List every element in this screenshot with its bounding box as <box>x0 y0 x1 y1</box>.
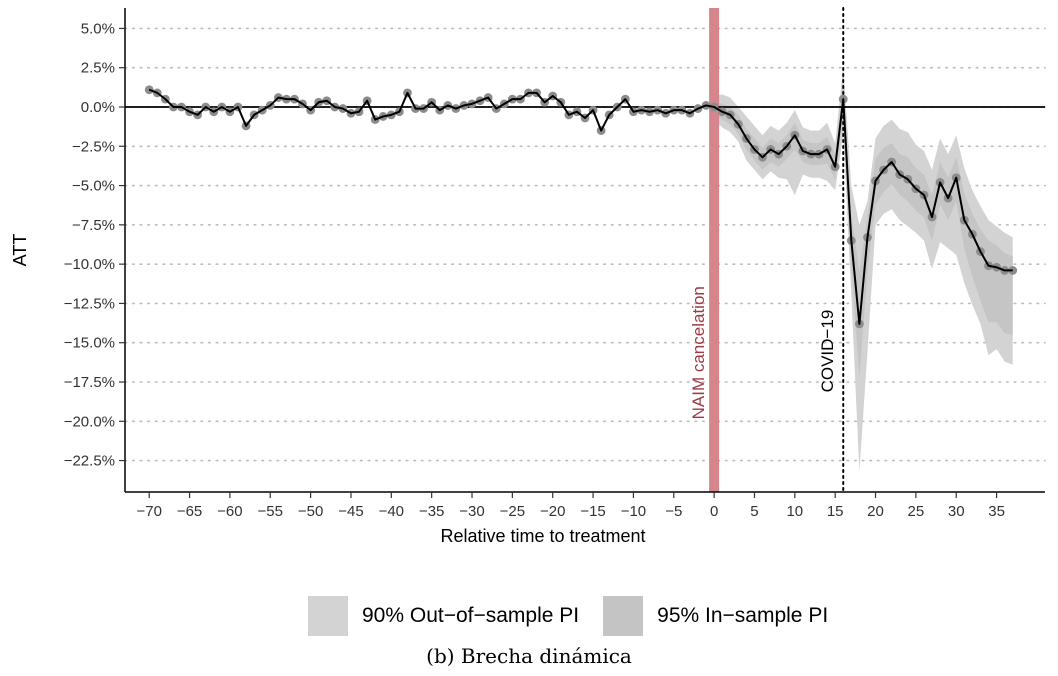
x-tick-label: −45 <box>338 503 363 520</box>
x-axis-title: Relative time to treatment <box>440 526 645 546</box>
figure-caption: (b) Brecha dinámica <box>426 644 632 668</box>
att-line <box>148 88 1013 325</box>
x-tick-label: −30 <box>459 503 484 520</box>
x-tick-label: −15 <box>580 503 605 520</box>
naim-cancelation-band <box>709 8 720 492</box>
legend-swatch-out-of-sample <box>308 596 348 636</box>
axes: 5.0% 2.5% 0.0% −2.5% −5.0% −7.5% −10.0% −12.5% −… <box>10 8 1045 546</box>
x-tick-label: −25 <box>500 503 525 520</box>
legend-label-out-of-sample: 90% Out−of−sample PI <box>362 604 580 627</box>
x-tick-label: 20 <box>867 503 884 520</box>
legend-label-in-sample: 95% In−sample PI <box>657 604 829 627</box>
x-tick-label: 5 <box>750 503 758 520</box>
legend-item-out-of-sample: 90% Out−of−sample PI <box>308 596 603 636</box>
legend-swatch-in-sample <box>603 596 644 636</box>
x-tick-label: −40 <box>379 503 404 520</box>
prediction-intervals <box>714 66 1013 472</box>
interval-band-in-sample <box>714 83 1013 378</box>
y-tick-label: 0.0% <box>81 99 115 116</box>
y-tick-label: −7.5% <box>72 217 115 234</box>
y-tick-label: 5.0% <box>81 20 115 37</box>
att-series <box>125 85 1045 329</box>
naim-cancelation-label: NAIM cancelation <box>689 286 708 419</box>
x-tick-label: 35 <box>988 503 1005 520</box>
x-tick-label: 0 <box>710 503 718 520</box>
grid-lines <box>124 27 1046 462</box>
x-tick-label: 30 <box>948 503 965 520</box>
x-tick-label: 10 <box>786 503 803 520</box>
x-tick-label: −60 <box>217 503 242 520</box>
y-tick-label: −17.5% <box>64 374 115 391</box>
x-tick-label: −10 <box>621 503 646 520</box>
x-tick-label: −50 <box>298 503 323 520</box>
x-tick-label: −70 <box>136 503 161 520</box>
y-tick-label: −12.5% <box>64 295 115 312</box>
x-tick-label: 15 <box>827 503 844 520</box>
y-axis-title: ATT <box>10 234 30 267</box>
y-tick-label: −10.0% <box>64 256 115 273</box>
x-tick-label: 25 <box>908 503 925 520</box>
event-annotations: NAIM cancelation COVID−19 <box>689 7 845 493</box>
legend: 90% Out−of−sample PI 95% In−sample PI <box>308 596 852 636</box>
covid-label: COVID−19 <box>818 310 837 393</box>
x-tick-label: −20 <box>540 503 565 520</box>
x-tick-label: −55 <box>258 503 283 520</box>
y-tick-label: −15.0% <box>64 335 115 352</box>
y-tick-label: −5.0% <box>72 178 115 195</box>
x-tick-label: −35 <box>419 503 444 520</box>
y-tick-label: −22.5% <box>64 453 115 470</box>
legend-item-in-sample: 95% In−sample PI <box>603 596 852 636</box>
y-tick-label: 2.5% <box>81 60 115 77</box>
x-tick-label: −65 <box>177 503 202 520</box>
y-tick-label: −20.0% <box>64 413 115 430</box>
att-chart: NAIM cancelation COVID−19 5.0% 2.5% 0.0% −2.… <box>10 7 1046 546</box>
y-tick-label: −2.5% <box>72 138 115 155</box>
x-tick-label: −5 <box>665 503 682 520</box>
